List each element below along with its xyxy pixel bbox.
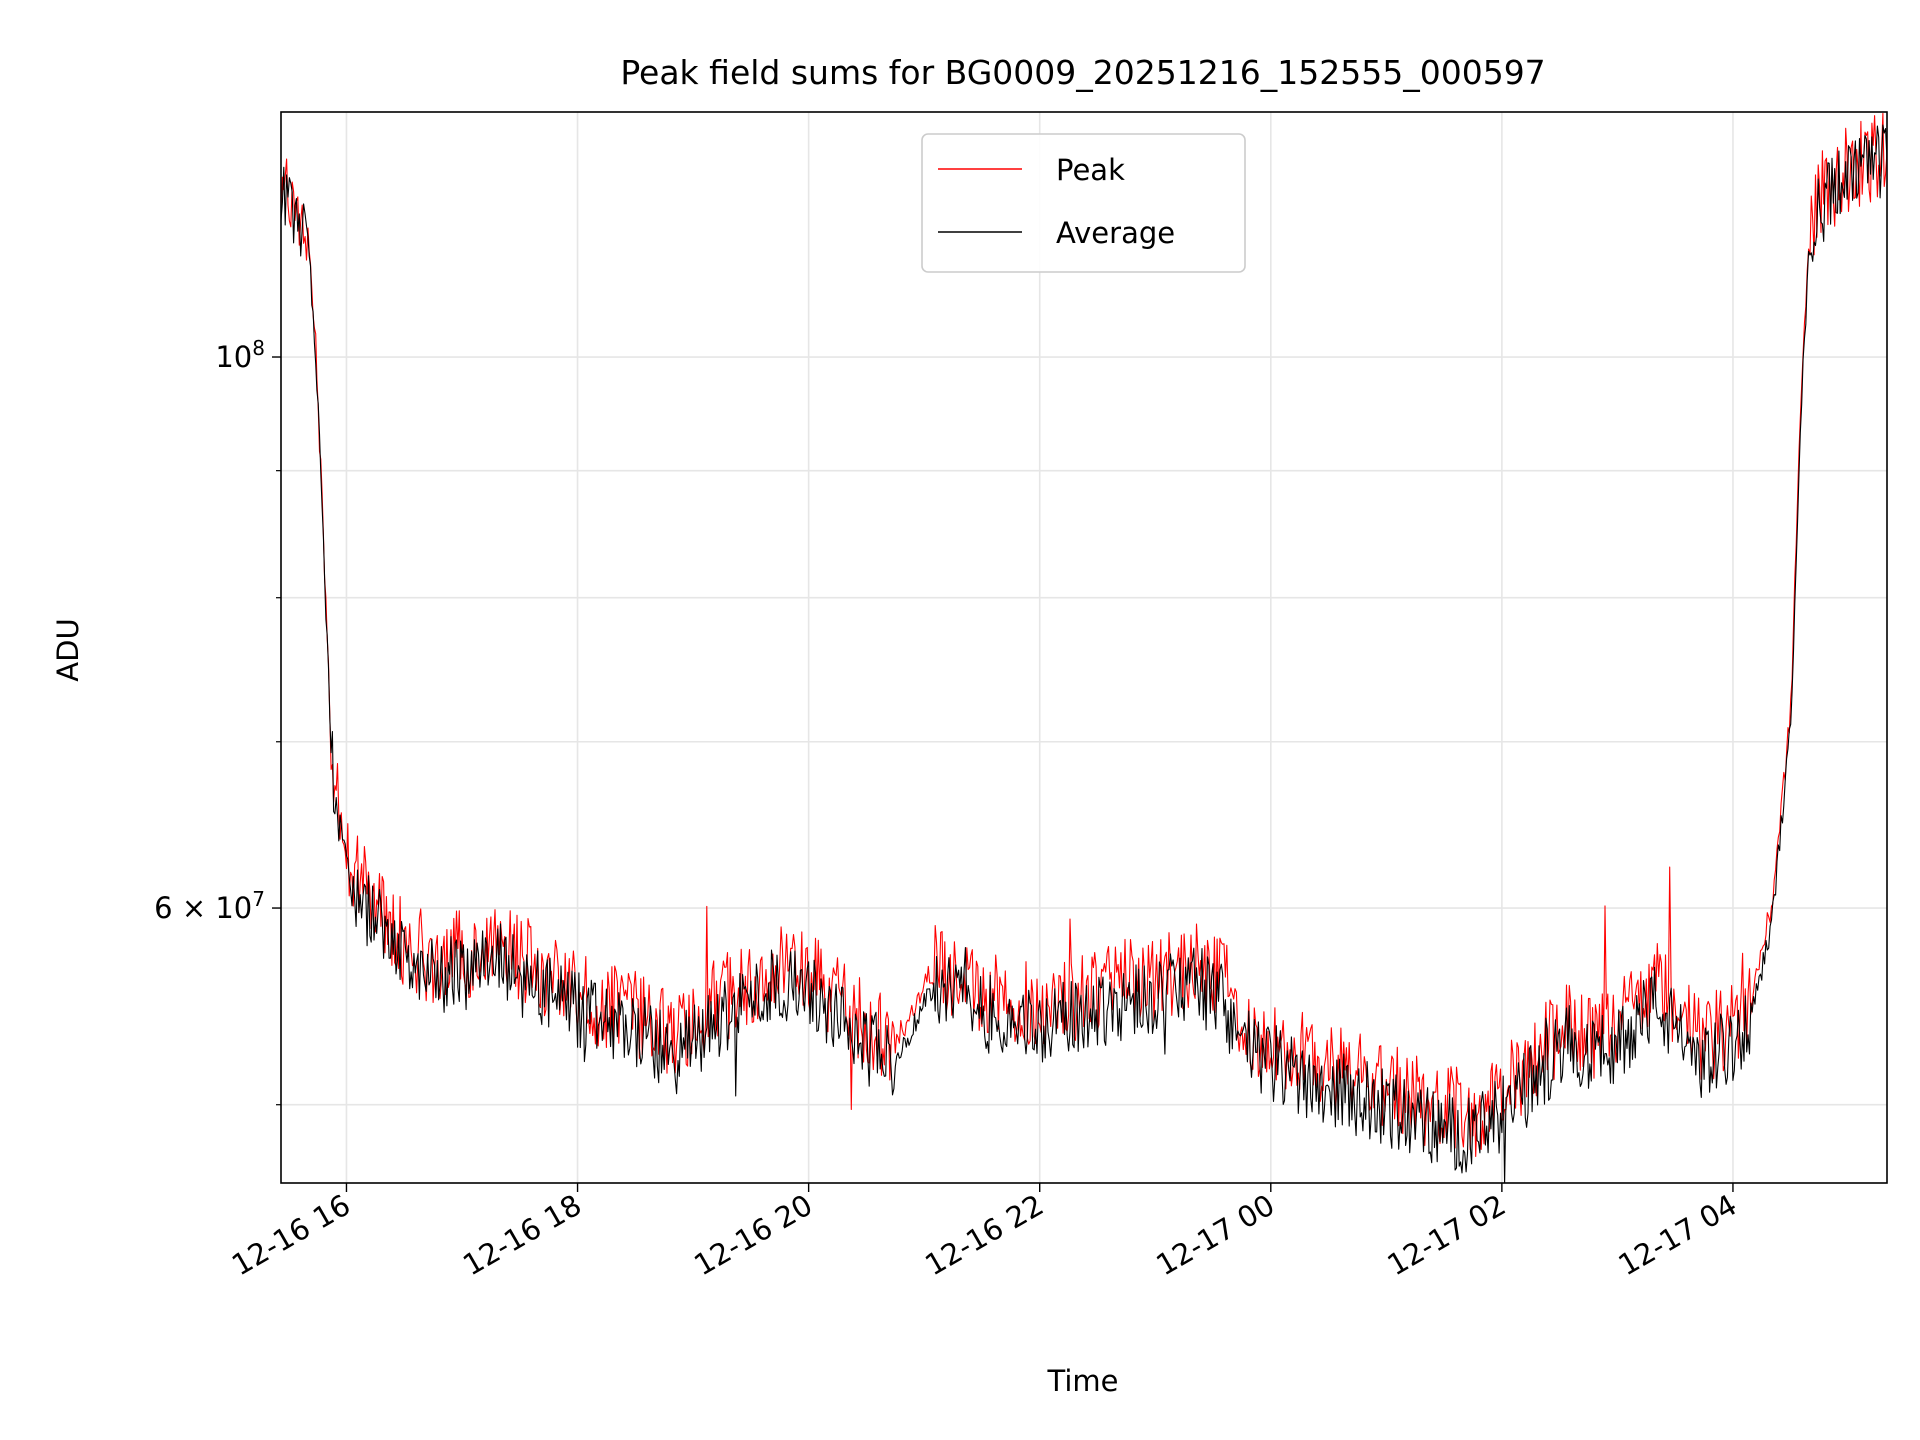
grid bbox=[281, 112, 1887, 1183]
y-tick-label: 6 × 107 bbox=[154, 887, 265, 925]
x-axis-label: Time bbox=[1047, 1364, 1119, 1398]
series-line-average bbox=[281, 124, 1887, 1183]
legend-label-average: Average bbox=[1056, 216, 1175, 250]
legend: Peak Average bbox=[921, 133, 1246, 273]
chart-title: Peak field sums for BG0009_20251216_1525… bbox=[620, 53, 1545, 92]
y-tick-label: 108 bbox=[215, 336, 265, 374]
y-axis-label: ADU bbox=[51, 618, 85, 681]
series-layer bbox=[281, 112, 1887, 1183]
plot-frame bbox=[280, 111, 1888, 1184]
legend-label-peak: Peak bbox=[1056, 153, 1125, 187]
